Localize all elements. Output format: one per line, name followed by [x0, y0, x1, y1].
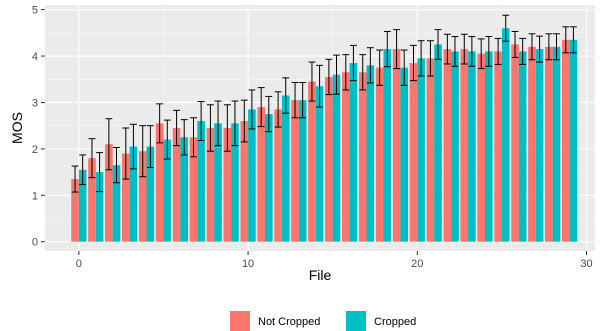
- bar-not-cropped: [155, 123, 164, 242]
- error-bars: [71, 14, 577, 193]
- bar-cropped: [214, 123, 222, 242]
- bar-cropped: [163, 139, 172, 242]
- x-axis-title: File: [309, 267, 332, 283]
- bar-not-cropped: [291, 100, 299, 242]
- bar-not-cropped: [358, 72, 367, 242]
- axis-ticks: 0 1 2 3 4 5 0 10 20 30: [32, 5, 593, 270]
- y-tick-label: 2: [32, 144, 38, 156]
- x-tick-label: 30: [580, 258, 592, 270]
- bar-cropped: [451, 51, 459, 242]
- bar-cropped: [383, 49, 392, 242]
- bar-not-cropped: [494, 51, 502, 242]
- bar-cropped: [112, 165, 121, 242]
- legend-key-cropped: [346, 311, 366, 331]
- bar-cropped: [332, 74, 341, 242]
- y-tick-label: 3: [32, 97, 38, 109]
- y-axis-title: MOS: [9, 112, 25, 144]
- bar-not-cropped: [460, 49, 469, 242]
- bar-not-cropped: [172, 128, 181, 242]
- bar-cropped: [248, 109, 256, 242]
- bar-not-cropped: [308, 81, 316, 242]
- bar-not-cropped: [426, 58, 435, 242]
- bar-cropped: [197, 121, 205, 242]
- legend-key-not-cropped: [230, 311, 250, 331]
- bar-cropped: [265, 114, 273, 242]
- x-tick-label: 20: [411, 258, 423, 270]
- y-tick-label: 4: [32, 51, 38, 63]
- bar-cropped: [552, 46, 561, 242]
- bar-not-cropped: [392, 49, 401, 242]
- bar-cropped: [366, 65, 375, 242]
- y-tick-label: 1: [32, 190, 38, 202]
- legend: Not Cropped Cropped: [230, 311, 416, 331]
- bar-cropped: [535, 49, 544, 242]
- bar-not-cropped: [240, 121, 249, 242]
- bar-not-cropped: [528, 46, 536, 242]
- bar-not-cropped: [71, 179, 79, 242]
- bar-not-cropped: [562, 39, 570, 242]
- bar-cropped: [95, 172, 104, 242]
- bar-not-cropped: [342, 72, 350, 242]
- bar-cropped: [146, 146, 155, 242]
- bar-not-cropped: [122, 153, 130, 242]
- bar-not-cropped: [511, 44, 519, 242]
- y-tick-label: 0: [32, 237, 38, 249]
- y-tick-label: 5: [32, 5, 38, 17]
- bar-cropped: [400, 67, 408, 242]
- bar-not-cropped: [88, 158, 96, 242]
- bar-not-cropped: [409, 63, 418, 242]
- legend-label-cropped: Cropped: [374, 316, 416, 328]
- bar-cropped: [298, 100, 307, 242]
- bar-not-cropped: [325, 76, 333, 242]
- bar-cropped: [434, 44, 442, 242]
- bar-not-cropped: [105, 144, 113, 242]
- bar-cropped: [468, 51, 476, 242]
- bar-cropped: [315, 86, 324, 242]
- bar-not-cropped: [257, 107, 265, 242]
- bar-cropped: [78, 169, 87, 242]
- bar-not-cropped: [223, 128, 232, 242]
- bar-cropped: [501, 28, 510, 242]
- bar-cropped: [417, 58, 425, 242]
- bar-not-cropped: [138, 151, 147, 242]
- bar-not-cropped: [206, 128, 215, 242]
- bar-not-cropped: [545, 46, 553, 242]
- x-tick-label: 0: [76, 258, 82, 270]
- bar-not-cropped: [189, 137, 198, 242]
- legend-label-not-cropped: Not Cropped: [258, 316, 320, 328]
- bar-cropped: [569, 39, 578, 242]
- bar-cropped: [231, 123, 239, 242]
- bar-cropped: [349, 63, 358, 242]
- bar-not-cropped: [274, 109, 282, 242]
- bar-cropped: [281, 95, 290, 242]
- bar-cropped: [129, 146, 138, 242]
- bar-cropped: [180, 137, 188, 242]
- x-tick-label: 10: [242, 258, 254, 270]
- bar-cropped: [518, 51, 527, 242]
- bar-series: [71, 28, 578, 242]
- bar-cropped: [485, 51, 493, 242]
- bar-not-cropped: [375, 67, 384, 242]
- bar-not-cropped: [443, 49, 452, 242]
- bar-not-cropped: [477, 53, 485, 242]
